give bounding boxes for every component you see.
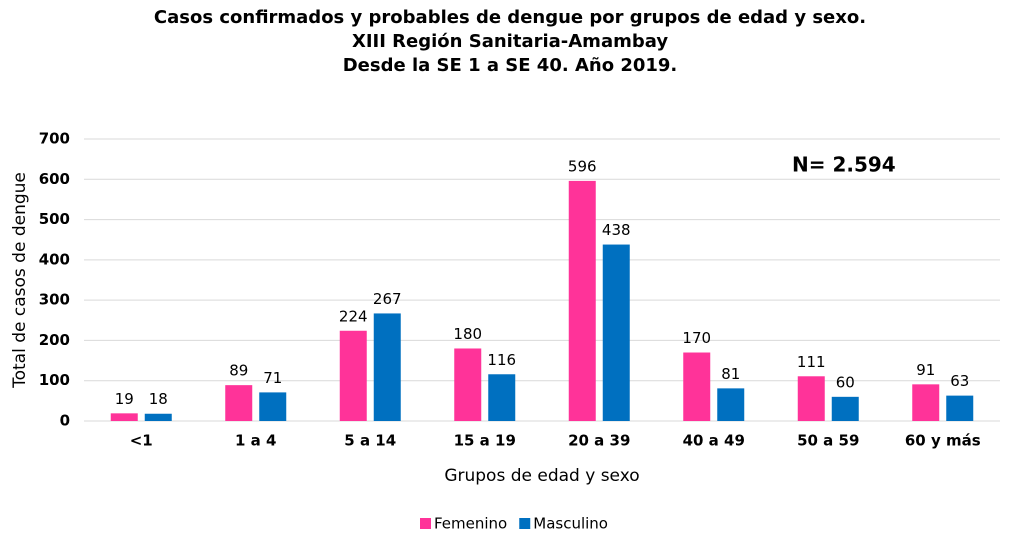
legend-swatch [420,518,431,529]
data-label: 71 [263,369,282,387]
legend-label: Masculino [533,515,608,533]
y-tick-label: 400 [39,250,70,268]
bar [683,352,711,421]
data-label: 116 [487,351,516,369]
data-label: 18 [149,390,168,408]
y-tick-label: 300 [39,291,70,309]
bar [488,374,516,421]
x-tick-label: 5 a 14 [344,432,396,450]
x-tick-label: 15 a 19 [454,432,516,450]
data-label: 596 [568,157,597,175]
data-label: 170 [682,329,711,347]
chart-title: Desde la SE 1 a SE 40. Año 2019. [343,55,678,76]
data-label: 267 [373,290,402,308]
bar [946,395,974,421]
bar [797,376,825,421]
data-label: 81 [721,365,740,383]
x-tick-label: 20 a 39 [568,432,630,450]
data-label: 89 [229,362,248,380]
annotation: N= 2.594 [792,153,896,177]
x-tick-label: 1 a 4 [235,432,276,450]
legend-label: Femenino [434,515,507,533]
y-tick-label: 0 [60,412,70,430]
data-label: 438 [602,221,631,239]
data-label: 91 [916,361,935,379]
data-label: 111 [797,353,826,371]
bar [831,396,859,421]
bar [225,385,253,421]
data-label: 224 [339,307,368,325]
y-axis-label: Total de casos de dengue [10,172,30,389]
data-label: 60 [836,373,855,391]
bar [259,392,287,421]
x-axis-label: Grupos de edad y sexo [444,466,639,486]
bar [454,348,482,421]
x-tick-label: 40 a 49 [683,432,745,450]
bar [144,413,172,421]
y-tick-label: 600 [39,170,70,188]
bar [568,180,596,421]
chart-title: Casos confirmados y probables de dengue … [154,7,866,28]
bar [717,388,745,421]
x-tick-label: 50 a 59 [797,432,859,450]
bar [602,244,630,421]
bar [373,313,401,421]
chart-title: XIII Región Sanitaria-Amambay [352,31,668,52]
bar [110,413,138,421]
bar [912,384,940,421]
y-tick-label: 500 [39,210,70,228]
legend-swatch [519,518,531,529]
data-label: 180 [453,325,482,343]
y-tick-label: 700 [39,130,70,148]
data-label: 63 [950,372,969,390]
y-tick-label: 100 [39,371,70,389]
x-tick-label: 60 y más [905,432,981,450]
data-label: 19 [115,390,134,408]
bar [339,330,367,421]
x-tick-label: <1 [130,432,153,450]
y-tick-label: 200 [39,331,70,349]
